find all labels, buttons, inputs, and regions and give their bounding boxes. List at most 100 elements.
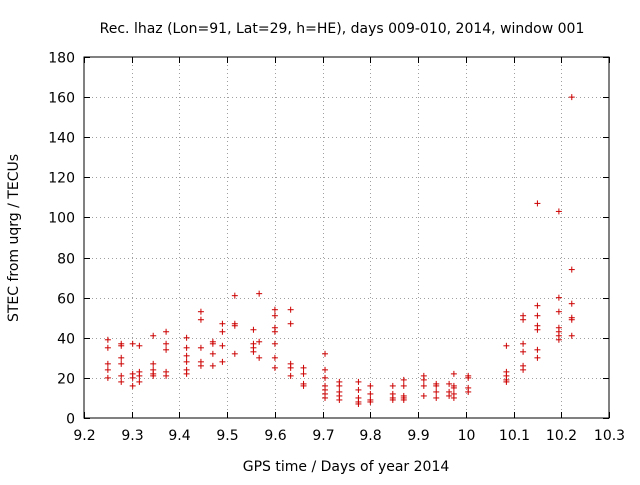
data-point xyxy=(104,366,111,373)
data-point xyxy=(104,344,111,351)
data-point xyxy=(219,328,226,335)
data-point xyxy=(300,370,307,377)
x-tick-label: 10.1 xyxy=(499,428,530,444)
data-point xyxy=(183,334,190,341)
data-point xyxy=(503,342,510,349)
data-point xyxy=(568,300,575,307)
x-axis-label: GPS time / Days of year 2014 xyxy=(243,459,450,475)
data-point xyxy=(118,342,125,349)
data-point xyxy=(209,362,216,369)
data-point xyxy=(271,312,278,319)
plot-frame xyxy=(83,56,610,419)
y-tick-label: 80 xyxy=(57,252,75,268)
data-point xyxy=(287,372,294,379)
data-point xyxy=(256,290,263,297)
data-point xyxy=(367,390,374,397)
data-point xyxy=(520,340,527,347)
data-point xyxy=(118,378,125,385)
data-point xyxy=(568,94,575,101)
y-tick-label: 120 xyxy=(48,171,75,187)
data-point xyxy=(271,354,278,361)
data-point xyxy=(287,364,294,371)
data-point xyxy=(129,382,136,389)
data-point xyxy=(568,316,575,323)
data-point xyxy=(420,382,427,389)
data-point xyxy=(118,360,125,367)
data-point xyxy=(163,328,170,335)
data-point xyxy=(555,308,562,315)
data-point xyxy=(400,396,407,403)
x-tick-label: 9.9 xyxy=(407,428,429,444)
data-point xyxy=(336,396,343,403)
data-point xyxy=(446,392,453,399)
data-point xyxy=(534,326,541,333)
y-tick-label: 140 xyxy=(48,131,75,147)
data-point xyxy=(534,302,541,309)
y-tick-label: 40 xyxy=(57,332,75,348)
y-tick-label: 100 xyxy=(48,211,75,227)
data-point xyxy=(250,348,257,355)
data-points xyxy=(104,94,575,407)
data-point xyxy=(250,326,257,333)
data-point xyxy=(219,342,226,349)
data-point xyxy=(219,358,226,365)
x-tick-label: 10 xyxy=(458,428,476,444)
data-point xyxy=(555,336,562,343)
data-point xyxy=(534,200,541,207)
data-point xyxy=(568,332,575,339)
grid xyxy=(84,57,609,418)
data-point xyxy=(209,350,216,357)
data-point xyxy=(534,312,541,319)
chart-title: Rec. lhaz (Lon=91, Lat=29, h=HE), days 0… xyxy=(100,21,585,37)
x-tick-label: 9.6 xyxy=(264,428,286,444)
data-point xyxy=(150,360,157,367)
data-point xyxy=(163,372,170,379)
data-point xyxy=(104,360,111,367)
x-tick-label: 10.2 xyxy=(546,428,577,444)
y-tick-label: 20 xyxy=(57,372,75,388)
data-point xyxy=(450,384,457,391)
data-point xyxy=(433,394,440,401)
data-point xyxy=(197,316,204,323)
data-point xyxy=(104,336,111,343)
data-point xyxy=(433,382,440,389)
data-point xyxy=(420,376,427,383)
data-point xyxy=(271,306,278,313)
y-tick-label: 0 xyxy=(66,412,75,428)
data-point xyxy=(271,340,278,347)
data-point xyxy=(420,392,427,399)
data-point xyxy=(287,306,294,313)
data-point xyxy=(534,354,541,361)
data-point xyxy=(465,388,472,395)
data-point xyxy=(197,362,204,369)
x-tick-label: 9.8 xyxy=(359,428,381,444)
data-point xyxy=(104,374,111,381)
data-point xyxy=(150,332,157,339)
data-point xyxy=(389,396,396,403)
data-point xyxy=(163,346,170,353)
data-point xyxy=(209,340,216,347)
data-point xyxy=(355,386,362,393)
data-point xyxy=(197,344,204,351)
y-tick-label: 180 xyxy=(48,51,75,67)
data-point xyxy=(336,382,343,389)
y-tick-label: 160 xyxy=(48,91,75,107)
data-point xyxy=(450,370,457,377)
data-point xyxy=(300,364,307,371)
data-point xyxy=(136,342,143,349)
data-point xyxy=(400,376,407,383)
y-tick-label: 60 xyxy=(57,292,75,308)
data-point xyxy=(568,266,575,273)
data-point xyxy=(231,322,238,329)
ticks: 0 20 40 60 80 100 120 140 160 180 9.2 9.3 9.4 9.5 9.6 9… xyxy=(48,51,625,445)
data-point xyxy=(183,358,190,365)
data-point xyxy=(183,352,190,359)
x-tick-label: 9.2 xyxy=(73,428,95,444)
data-point xyxy=(129,340,136,347)
data-point xyxy=(256,354,263,361)
data-point xyxy=(163,340,170,347)
data-point xyxy=(118,372,125,379)
data-point xyxy=(322,366,329,373)
